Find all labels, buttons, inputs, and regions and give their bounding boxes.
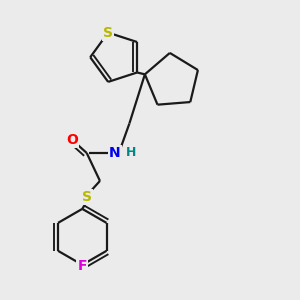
Text: S: S (103, 26, 113, 40)
Text: O: O (66, 133, 78, 147)
Text: H: H (126, 146, 136, 159)
Text: F: F (77, 259, 87, 273)
Text: S: S (82, 190, 92, 204)
Text: N: N (109, 146, 121, 160)
